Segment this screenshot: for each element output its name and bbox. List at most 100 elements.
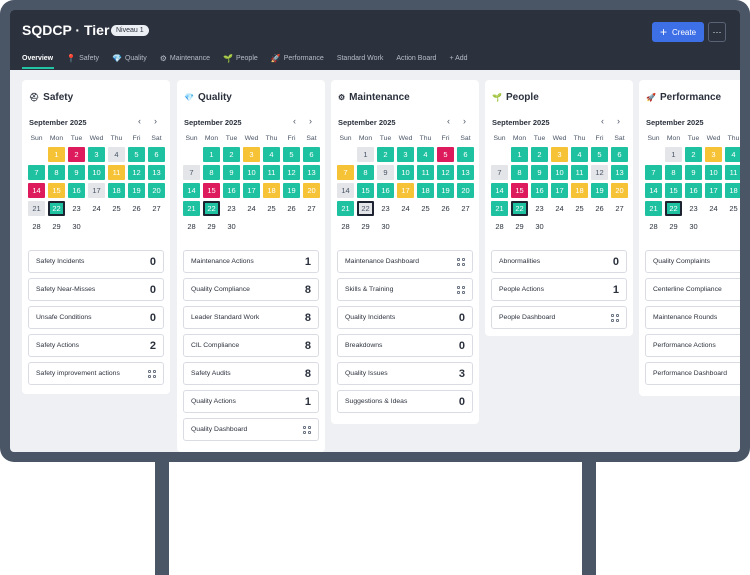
calendar-day[interactable]: 7 — [337, 165, 354, 180]
chevron-right-icon[interactable]: › — [617, 116, 620, 126]
more-options-button[interactable]: ··· — [708, 22, 726, 42]
calendar-day[interactable]: 17 — [88, 183, 105, 198]
kpi-item[interactable]: Safety Near-Misses 0 — [28, 278, 164, 301]
calendar-day[interactable]: 15 — [357, 183, 374, 198]
calendar-day[interactable]: 20 — [611, 183, 628, 198]
calendar-day[interactable]: 5 — [283, 147, 300, 162]
kpi-item[interactable]: CIL Compliance 8 — [183, 334, 319, 357]
kpi-item[interactable]: Centerline Compliance — [645, 278, 740, 301]
calendar-day[interactable]: 29 — [52, 222, 61, 231]
calendar-day[interactable]: 18 — [571, 183, 588, 198]
chevron-right-icon[interactable]: › — [309, 116, 312, 126]
calendar-day[interactable]: 4 — [108, 147, 125, 162]
calendar-day[interactable]: 29 — [207, 222, 216, 231]
calendar-day[interactable]: 18 — [417, 183, 434, 198]
calendar-day[interactable]: 27 — [461, 204, 470, 213]
calendar-day[interactable]: 13 — [303, 165, 320, 180]
tab-safety[interactable]: 📍 Safety — [66, 54, 99, 63]
calendar-day[interactable]: 25 — [421, 204, 430, 213]
calendar-day[interactable]: 4 — [571, 147, 588, 162]
calendar-day[interactable]: 9 — [377, 165, 394, 180]
calendar-day[interactable]: 11 — [571, 165, 588, 180]
calendar-day[interactable]: 25 — [729, 204, 738, 213]
calendar-day[interactable]: 24 — [401, 204, 410, 213]
kpi-item[interactable]: Quality Incidents 0 — [337, 306, 473, 329]
calendar-day[interactable]: 11 — [108, 165, 125, 180]
calendar-day[interactable]: 14 — [28, 183, 45, 198]
chevron-left-icon[interactable]: ‹ — [601, 116, 604, 126]
calendar-day[interactable]: 30 — [689, 222, 698, 231]
calendar-day[interactable]: 3 — [705, 147, 722, 162]
kpi-item[interactable]: Skills & Training — [337, 278, 473, 301]
calendar-day[interactable]: 26 — [441, 204, 450, 213]
calendar-day[interactable]: 29 — [515, 222, 524, 231]
calendar-day[interactable]: 26 — [595, 204, 604, 213]
calendar-day[interactable]: 21 — [337, 201, 354, 216]
create-button[interactable]: + Create — [652, 22, 704, 42]
tab-action-board[interactable]: Action Board — [396, 54, 436, 63]
calendar-day[interactable]: 1 — [511, 147, 528, 162]
calendar-day[interactable]: 6 — [303, 147, 320, 162]
kpi-item[interactable]: Quality Issues 3 — [337, 362, 473, 385]
calendar-day[interactable]: 4 — [725, 147, 740, 162]
tab-people[interactable]: 🌱 People — [223, 54, 258, 63]
calendar-day[interactable]: 2 — [68, 147, 85, 162]
kpi-item[interactable]: Breakdowns 0 — [337, 334, 473, 357]
chevron-left-icon[interactable]: ‹ — [293, 116, 296, 126]
calendar-day[interactable]: 13 — [148, 165, 165, 180]
calendar-day[interactable]: 4 — [417, 147, 434, 162]
calendar-day[interactable]: 25 — [112, 204, 121, 213]
calendar-day[interactable]: 30 — [535, 222, 544, 231]
calendar-day[interactable]: 24 — [709, 204, 718, 213]
chevron-left-icon[interactable]: ‹ — [447, 116, 450, 126]
calendar-day[interactable]: 22 — [203, 201, 220, 216]
kpi-item[interactable]: Leader Standard Work 8 — [183, 306, 319, 329]
calendar-day[interactable]: 2 — [685, 147, 702, 162]
calendar-day[interactable]: 11 — [417, 165, 434, 180]
calendar-day[interactable]: 21 — [645, 201, 662, 216]
calendar-day[interactable]: 25 — [267, 204, 276, 213]
calendar-day[interactable]: 17 — [243, 183, 260, 198]
calendar-day[interactable]: 2 — [531, 147, 548, 162]
calendar-day[interactable]: 15 — [203, 183, 220, 198]
calendar-day[interactable]: 1 — [357, 147, 374, 162]
calendar-day[interactable]: 29 — [669, 222, 678, 231]
calendar-day[interactable]: 28 — [341, 222, 350, 231]
calendar-day[interactable]: 22 — [48, 201, 65, 216]
calendar-day[interactable]: 12 — [437, 165, 454, 180]
calendar-day[interactable]: 8 — [357, 165, 374, 180]
calendar-day[interactable]: 14 — [491, 183, 508, 198]
calendar-day[interactable]: 10 — [88, 165, 105, 180]
chevron-right-icon[interactable]: › — [463, 116, 466, 126]
calendar-day[interactable]: 13 — [457, 165, 474, 180]
calendar-day[interactable]: 6 — [148, 147, 165, 162]
calendar-day[interactable]: 3 — [243, 147, 260, 162]
chevron-right-icon[interactable]: › — [154, 116, 157, 126]
calendar-day[interactable]: 18 — [725, 183, 740, 198]
calendar-day[interactable]: 1 — [203, 147, 220, 162]
kpi-item[interactable]: People Dashboard — [491, 306, 627, 329]
calendar-day[interactable]: 18 — [263, 183, 280, 198]
tab-add[interactable]: + Add — [449, 54, 467, 63]
calendar-day[interactable]: 3 — [397, 147, 414, 162]
kpi-item[interactable]: Safety improvement actions — [28, 362, 164, 385]
calendar-day[interactable]: 11 — [725, 165, 740, 180]
calendar-day[interactable]: 23 — [72, 204, 81, 213]
calendar-day[interactable]: 29 — [361, 222, 370, 231]
calendar-day[interactable]: 19 — [283, 183, 300, 198]
calendar-day[interactable]: 5 — [128, 147, 145, 162]
calendar-day[interactable]: 30 — [381, 222, 390, 231]
calendar-day[interactable]: 23 — [227, 204, 236, 213]
calendar-day[interactable]: 9 — [223, 165, 240, 180]
calendar-day[interactable]: 12 — [591, 165, 608, 180]
calendar-day[interactable]: 1 — [48, 147, 65, 162]
calendar-day[interactable]: 17 — [705, 183, 722, 198]
calendar-day[interactable]: 2 — [223, 147, 240, 162]
calendar-day[interactable]: 19 — [591, 183, 608, 198]
calendar-day[interactable]: 20 — [457, 183, 474, 198]
kpi-item[interactable]: People Actions 1 — [491, 278, 627, 301]
calendar-day[interactable]: 22 — [665, 201, 682, 216]
calendar-day[interactable]: 9 — [685, 165, 702, 180]
calendar-day[interactable]: 19 — [128, 183, 145, 198]
kpi-item[interactable]: Maintenance Actions 1 — [183, 250, 319, 273]
